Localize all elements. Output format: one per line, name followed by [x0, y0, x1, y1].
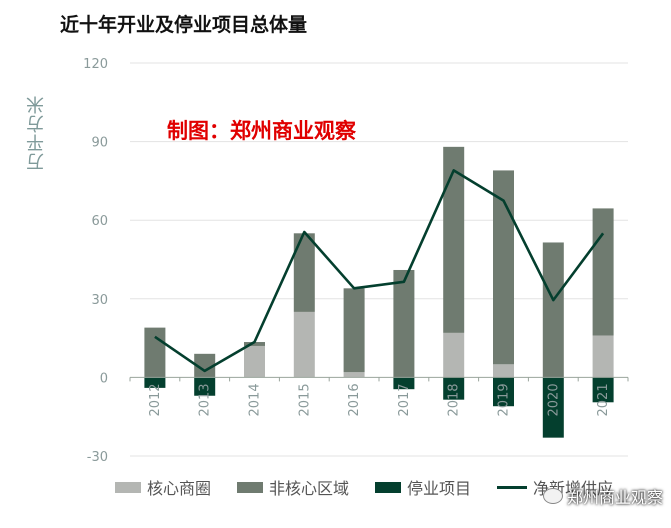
legend-item-closed: 停业项目 [375, 475, 471, 499]
bar-noncore [443, 146, 465, 333]
watermark-text: 制图：郑州商业观察 [167, 118, 356, 143]
legend-swatch-closed [375, 481, 402, 493]
chart-title: 近十年开业及停业项目总体量 [60, 14, 308, 36]
bar-noncore [293, 233, 315, 312]
bar-noncore [493, 170, 514, 365]
bar-core [493, 364, 514, 378]
bar-noncore [542, 242, 564, 378]
legend: 核心商圈 非核心区域 停业项目 净新增供应 [115, 476, 639, 498]
y-tick-label: 0 [100, 371, 108, 386]
legend-label-noncore: 非核心区域 [269, 479, 350, 498]
y-tick-label: 60 [91, 214, 108, 229]
gridlines [130, 62, 628, 457]
bar-noncore [244, 342, 265, 346]
bar-core [293, 311, 315, 378]
bars [144, 146, 614, 438]
bar-closed [493, 377, 514, 407]
bar-core [343, 372, 365, 378]
bar-closed [144, 377, 166, 388]
bar-closed [592, 377, 614, 403]
y-tick-label: 30 [91, 293, 108, 308]
brand-watermark: 郑州商业观察 [542, 484, 663, 508]
bar-core [592, 335, 614, 378]
bar-noncore [194, 353, 216, 378]
x-axis [129, 376, 629, 382]
x-tick-label: 2016 [347, 383, 362, 416]
bar-noncore [393, 269, 415, 378]
y-tick-label: 90 [91, 136, 108, 151]
legend-swatch-noncore [237, 481, 264, 493]
legend-item-core: 核心商圈 [115, 475, 211, 499]
legend-label-closed: 停业项目 [407, 479, 472, 498]
bar-noncore [144, 327, 166, 378]
bar-closed [542, 377, 564, 438]
wechat-icon [542, 488, 563, 504]
x-tick-label: 2021 [596, 383, 611, 416]
x-tick-label: 2013 [198, 383, 213, 416]
x-tick-label: 2020 [546, 383, 561, 416]
net-supply-line [154, 169, 605, 373]
x-tick-label: 2018 [447, 383, 462, 416]
bar-noncore [343, 288, 365, 373]
legend-label-core: 核心商圈 [147, 479, 212, 498]
x-tick-label: 2019 [497, 383, 512, 416]
bar-noncore [592, 208, 614, 336]
bar-closed [393, 377, 415, 390]
x-tick-label: 2012 [148, 383, 163, 416]
x-tick-label: 2015 [297, 383, 312, 416]
x-tick-labels: 2012 2013 2014 2015 2016 2017 2018 2019 2020 2021 [148, 383, 611, 416]
x-tick-label: 2014 [248, 383, 263, 416]
brand-label: 郑州商业观察 [566, 488, 663, 507]
y-tick-label: 120 [83, 57, 108, 72]
bar-closed [194, 377, 216, 396]
x-tick-label: 2017 [397, 383, 412, 416]
legend-line-net [497, 485, 528, 489]
y-tick-label: -30 [87, 450, 108, 465]
bar-core [244, 345, 265, 378]
net-supply-line-group [154, 169, 605, 373]
bar-closed [443, 377, 465, 400]
y-tick-labels: -30 0 30 60 90 120 [83, 57, 108, 465]
bar-core [443, 332, 465, 378]
legend-item-noncore: 非核心区域 [237, 475, 349, 499]
legend-swatch-core [115, 481, 141, 493]
